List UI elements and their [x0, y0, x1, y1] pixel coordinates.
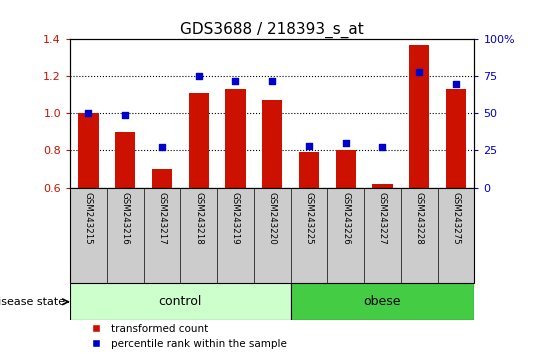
Legend: transformed count, percentile rank within the sample: transformed count, percentile rank withi… — [86, 324, 287, 349]
Bar — [189, 93, 209, 188]
Point — [231, 78, 240, 84]
Text: GSM243225: GSM243225 — [305, 193, 314, 245]
Text: GSM243275: GSM243275 — [452, 193, 460, 245]
Text: GSM243227: GSM243227 — [378, 193, 387, 245]
Bar — [291, 283, 474, 320]
Bar — [225, 89, 246, 188]
Point — [84, 110, 93, 116]
Point — [305, 143, 313, 149]
Bar — [115, 132, 135, 188]
Text: GSM243220: GSM243220 — [268, 193, 277, 245]
Text: GSM243226: GSM243226 — [341, 193, 350, 245]
Text: GSM243217: GSM243217 — [157, 193, 167, 245]
Text: GSM243215: GSM243215 — [84, 193, 93, 245]
Point — [157, 145, 166, 150]
Bar — [262, 100, 282, 188]
Bar — [70, 283, 291, 320]
Bar — [409, 45, 429, 188]
Bar — [446, 89, 466, 188]
Bar — [78, 113, 99, 188]
Text: obese: obese — [364, 295, 401, 308]
Title: GDS3688 / 218393_s_at: GDS3688 / 218393_s_at — [181, 21, 364, 38]
Text: GSM243219: GSM243219 — [231, 193, 240, 245]
Text: GSM243216: GSM243216 — [121, 193, 130, 245]
Text: GSM243218: GSM243218 — [194, 193, 203, 245]
Bar — [152, 169, 172, 188]
Text: disease state: disease state — [0, 297, 65, 307]
Point — [121, 112, 129, 118]
Bar — [372, 184, 392, 188]
Text: GSM243228: GSM243228 — [414, 193, 424, 245]
Bar — [336, 150, 356, 188]
Bar — [299, 152, 319, 188]
Point — [452, 81, 460, 86]
Point — [268, 78, 277, 84]
Point — [415, 69, 424, 74]
Point — [195, 73, 203, 79]
Text: control: control — [158, 295, 202, 308]
Point — [378, 145, 387, 150]
Point — [341, 140, 350, 146]
